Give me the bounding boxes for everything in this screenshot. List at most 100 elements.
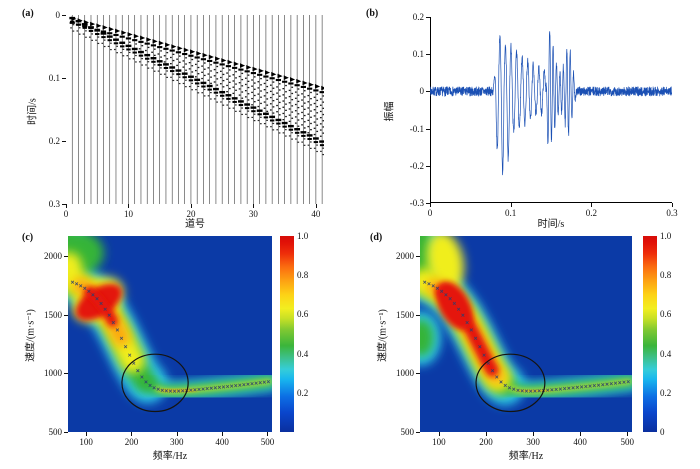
panel-c-y-tick-label: 500 [48,427,63,437]
panel-b-label: (b) [366,8,379,19]
panel-d-xlabel: 频率/Hz [508,451,544,462]
panel-a-y-tickmark [62,78,66,79]
colorbar-d-tick-label: 0.2 [660,387,672,398]
panel-a-label: (a) [22,8,34,19]
panel-b-y-tick-label: -0.3 [409,198,424,208]
panel-a-x-tick-label: 10 [123,209,133,219]
panel-b-x-tick-label: 0.2 [585,208,597,218]
dispersion-spectrum-c [68,236,272,432]
panel-c-x-tickmark [267,432,269,436]
panel-a-y-tick-label: 0.1 [48,73,60,83]
colorbar-c-tick-label: 0.8 [297,270,309,281]
panel-c-y-tick-label: 2000 [44,251,62,262]
panel-c-x-tick-label: 300 [170,437,184,447]
panel-a-y-tickmark [62,15,66,16]
panel-a-ylabel: 时间/s [27,98,39,125]
panel-d-x-tickmark [627,432,629,436]
panel-c-xlabel: 频率/Hz [152,451,188,462]
panel-b-y-tickmark [426,128,430,130]
panel-d-ylabel: 速度/(m·s⁻¹) [377,309,389,362]
waveform-plot [430,17,672,203]
colorbar-d-tick-label: 0.4 [660,348,672,359]
panel-a-x-tick-label: 30 [248,209,258,219]
panel-b-y-tick-label: -0.1 [409,123,424,134]
panel-a-x-tickmark [315,204,317,208]
panel-d-y-tick-label: 1000 [396,368,414,379]
panel-a-x-tickmark [190,204,192,208]
panel-b-y-tickmark [426,203,430,204]
panel-b-y-tick-label: 0 [419,86,425,97]
panel-d-y-tickmark [416,256,420,258]
panel-b-x-tick-label: 0.3 [666,208,678,218]
panel-a-y-tickmark [62,204,66,205]
panel-c-y-tickmark [64,256,68,258]
panel-c-x-tickmark [131,432,133,436]
colorbar-d-tick-label: 0.8 [660,270,672,281]
panel-b-x-tickmark [430,203,431,207]
shot-gather-plot [69,15,324,204]
panel-c-y-tickmark [64,373,68,375]
panel-d-x-tickmark [533,432,535,436]
panel-b-y-tickmark [426,54,430,56]
panel-a-xlabel: 道号 [185,219,205,230]
panel-c-y-tick-label: 1000 [44,368,62,379]
colorbar-d-tick-label: 0.6 [660,309,672,320]
panel-a-y-tickmark [62,141,66,142]
panel-b-y-tick-label: 0.2 [412,12,424,22]
panel-d-x-tick-label: 500 [620,437,635,447]
panel-d-y-tick-label: 1500 [396,309,414,320]
panel-c-ylabel: 速度/(m·s⁻¹) [25,309,37,362]
panel-b-y-tickmark [426,165,430,167]
colorbar-d-tick-label: 0 [660,427,665,437]
panel-d-label: (d) [370,232,383,243]
panel-b-x-tickmark [672,203,673,207]
panel-c-label: (c) [22,232,34,243]
panel-d-x-tick-label: 200 [479,437,493,447]
colorbar-d-tick-label: 1.0 [660,231,672,241]
panel-a-x-tick-label: 40 [311,209,321,219]
panel-a-x-tick-label: 0 [63,209,69,219]
colorbar-c-tick-label: 0.6 [297,309,309,320]
colorbar-c-tick-label: 0.2 [297,387,309,398]
panel-b-y-tick-label: -0.2 [409,160,424,171]
panel-a-y-tick-label: 0 [55,10,61,20]
panel-c-x-tick-label: 100 [79,437,93,447]
panel-b-x-tickmark [591,203,593,207]
panel-d-y-tickmark [416,314,420,316]
panel-b-x-tick-label: 0 [427,208,433,218]
panel-d-x-tickmark [438,432,440,436]
panel-a-x-tickmark [253,204,255,208]
panel-c-y-tick-label: 1500 [44,309,62,320]
panel-d-x-tickmark [580,432,582,436]
panel-a-x-tickmark [128,204,130,208]
panel-b-x-tickmark [510,203,512,207]
panel-b-y-tickmark [426,17,430,18]
panel-b-xlabel: 时间/s [537,219,565,230]
colorbar-c-tick-label: 1.0 [297,231,309,241]
panel-c-y-tickmark [64,314,68,316]
colorbar-d [643,236,657,432]
panel-a-x-tickmark [66,204,67,208]
panel-a-y-tick-label: 0.3 [48,199,60,209]
panel-b-x-tick-label: 0.1 [505,208,517,218]
panel-a-y-tick-label: 0.2 [48,136,60,146]
dispersion-spectrum-d [420,236,632,432]
panel-b-y-tick-label: 0.1 [412,49,424,60]
panel-b-y-tickmark [426,91,430,93]
panel-c-x-tick-label: 500 [260,437,275,447]
panel-d-y-tick-label: 2000 [396,251,414,262]
panel-d-x-tick-label: 400 [573,437,587,447]
panel-d-y-tickmark [416,373,420,375]
colorbar-c [280,236,294,432]
panel-d-y-tickmark [416,432,420,433]
panel-d-x-tickmark [485,432,487,436]
panel-c-y-tickmark [64,432,68,433]
panel-c-x-tickmark [176,432,178,436]
panel-d-y-tick-label: 500 [400,427,415,437]
colorbar-c-tick-label: 0.4 [297,348,309,359]
panel-c-x-tick-label: 400 [215,437,229,447]
panel-a-x-tick-label: 20 [186,209,196,219]
panel-c-x-tickmark [86,432,88,436]
panel-d-x-tick-label: 300 [526,437,540,447]
